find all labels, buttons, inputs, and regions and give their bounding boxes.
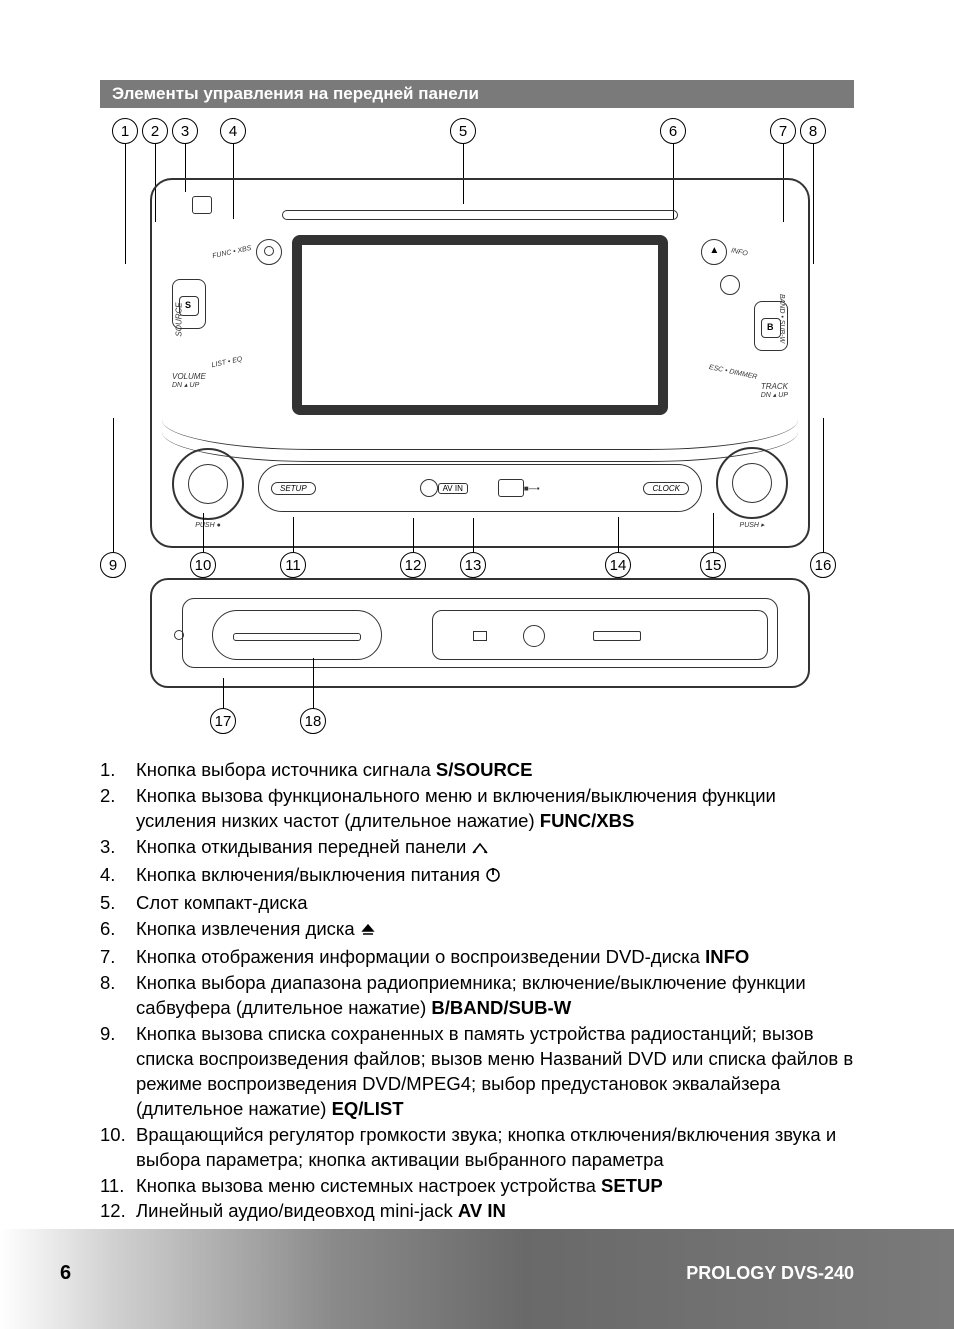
list-item: 2.Кнопка вызова функционального меню и в…: [100, 784, 854, 834]
label-dn-up-r: DN ▴ UP: [678, 391, 788, 399]
label-band: BAND • SUB-W: [778, 294, 785, 343]
callout-5: 5: [450, 118, 476, 144]
label-info: INFO: [731, 247, 749, 257]
hatch-slot: [212, 610, 382, 660]
usb-port: [498, 479, 524, 497]
callout-12: 12: [400, 552, 426, 578]
product-name: PROLOGY DVS-240: [686, 1263, 854, 1284]
label-push-play: PUSH ▸: [740, 521, 765, 529]
power-icon: [485, 865, 501, 890]
eject-flap-icon: [471, 837, 489, 862]
list-item: 1.Кнопка выбора источника сигнала S/SOUR…: [100, 758, 854, 783]
display-screen: [292, 235, 668, 415]
callout-1: 1: [112, 118, 138, 144]
callout-2: 2: [142, 118, 168, 144]
callout-4: 4: [220, 118, 246, 144]
controls-list: 1.Кнопка выбора источника сигнала S/SOUR…: [100, 758, 854, 1276]
power-button: [256, 239, 282, 265]
list-item: 10.Вращающийся регулятор громкости звука…: [100, 1123, 854, 1173]
flap-button: [192, 196, 212, 214]
section-header: Элементы управления на передней панели: [100, 80, 854, 108]
label-dn-up-l: DN ▴ UP: [172, 381, 282, 389]
callout-10: 10: [190, 552, 216, 578]
label-setup: SETUP: [271, 482, 316, 495]
ir-sensor: [720, 275, 740, 295]
list-item: 6.Кнопка извлечения диска: [100, 917, 854, 944]
eject-icon: [360, 919, 376, 944]
av-in-port: [420, 479, 438, 497]
list-item: 4.Кнопка включения/выключения питания: [100, 863, 854, 890]
left-panel: FUNC • XBS S SOURCE LIST • EQ VOLUME DN …: [172, 235, 282, 435]
bottom-controls: SETUP AV IN ■—▪ CLOCK: [258, 464, 702, 512]
right-panel: ▲ INFO B BAND • SUB-W ESC • DIMMER TRACK…: [678, 235, 788, 435]
list-item: 11.Кнопка вызова меню системных настроек…: [100, 1174, 854, 1199]
device-body: FUNC • XBS S SOURCE LIST • EQ VOLUME DN …: [150, 178, 810, 548]
label-clock: CLOCK: [643, 482, 689, 495]
callout-16: 16: [810, 552, 836, 578]
disc-slot: [282, 210, 678, 220]
label-usb: ■—▪: [524, 484, 540, 493]
list-item: 7.Кнопка отображения информации о воспро…: [100, 945, 854, 970]
volume-knob: [172, 448, 244, 520]
page-number: 6: [60, 1262, 71, 1285]
callout-17: 17: [210, 708, 236, 734]
callout-15: 15: [700, 552, 726, 578]
label-push-mute: PUSH ●: [195, 522, 221, 529]
label-func-xbs: FUNC • XBS: [212, 244, 252, 259]
label-source: SOURCE: [175, 302, 184, 336]
callout-14: 14: [605, 552, 631, 578]
callout-6: 6: [660, 118, 686, 144]
callout-7: 7: [770, 118, 796, 144]
list-item: 5.Слот компакт-диска: [100, 891, 854, 916]
page-footer: 6 PROLOGY DVS-240: [0, 1229, 954, 1329]
track-knob: [716, 447, 788, 519]
label-av-in: AV IN: [438, 483, 468, 494]
callout-18: 18: [300, 708, 326, 734]
front-panel-diagram: 1 2 3 4 5 6 7 8 FUNC • XBS S: [100, 118, 860, 748]
callout-8: 8: [800, 118, 826, 144]
list-item: 12.Линейный аудио/видеовход mini-jack AV…: [100, 1199, 854, 1224]
callout-13: 13: [460, 552, 486, 578]
callout-11: 11: [280, 552, 306, 578]
hatch-right: [432, 610, 768, 660]
list-item: 3.Кнопка откидывания передней панели: [100, 835, 854, 862]
callout-3: 3: [172, 118, 198, 144]
flip-down-panel: [150, 578, 810, 688]
eject-button: ▲: [701, 239, 727, 265]
list-item: 9.Кнопка вызова списка сохраненных в пам…: [100, 1022, 854, 1122]
callout-9: 9: [100, 552, 126, 578]
list-item: 8.Кнопка выбора диапазона радиоприемника…: [100, 971, 854, 1021]
